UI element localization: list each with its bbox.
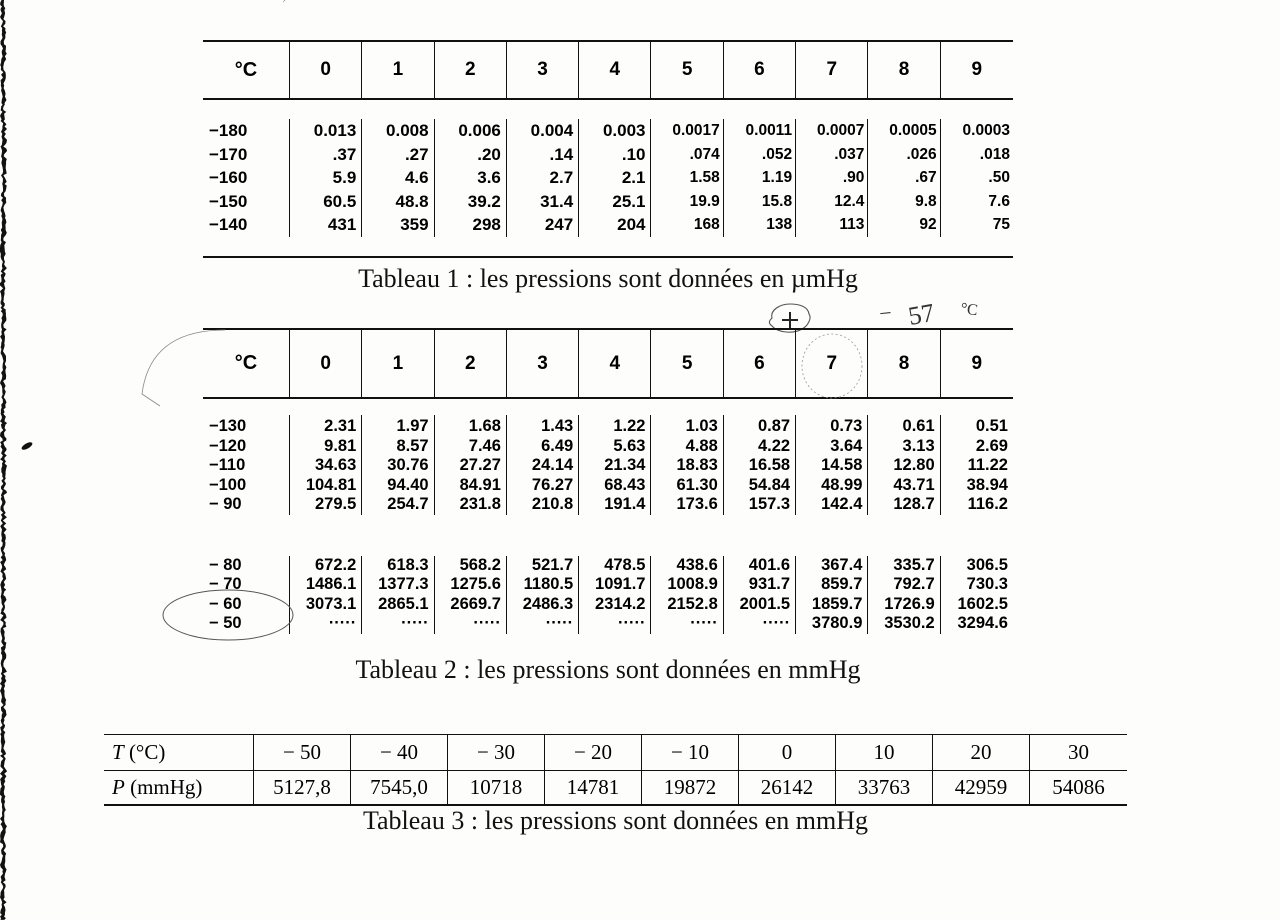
svg-text:57: 57 <box>906 298 937 331</box>
svg-text:°C: °C <box>959 300 978 319</box>
svg-text:−: − <box>880 300 893 326</box>
